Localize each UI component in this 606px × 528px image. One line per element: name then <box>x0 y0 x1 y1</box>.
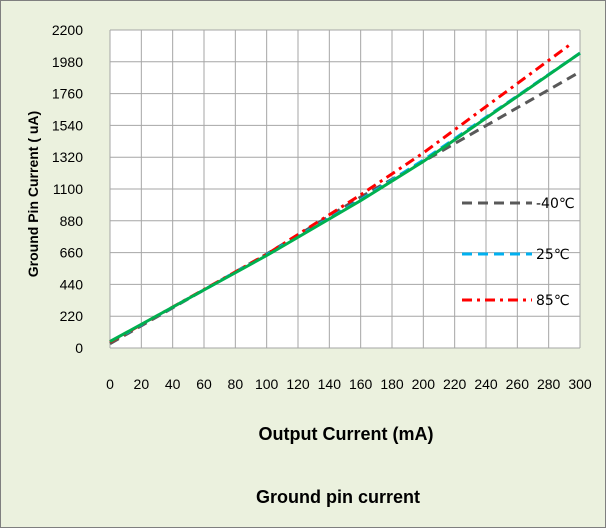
legend-label: -40℃ <box>536 196 575 212</box>
chart-title: Ground pin current <box>256 487 420 507</box>
x-tick-label: 280 <box>537 376 561 392</box>
y-tick-label: 2200 <box>52 22 83 38</box>
x-tick-label: 120 <box>286 376 310 392</box>
y-tick-label: 660 <box>60 245 84 261</box>
x-tick-label: 180 <box>380 376 404 392</box>
x-tick-label: 100 <box>255 376 279 392</box>
x-tick-label: 20 <box>134 376 150 392</box>
legend-label: 85℃ <box>536 293 570 309</box>
y-tick-labels: 0 220 440 660 880 1100 1320 1540 1760 1980 2200 <box>52 22 83 356</box>
y-tick-label: 0 <box>75 340 83 356</box>
x-tick-label: 80 <box>228 376 244 392</box>
y-tick-label: 1100 <box>53 181 83 197</box>
x-tick-label: 160 <box>349 376 373 392</box>
x-tick-label: 300 <box>568 376 592 392</box>
x-tick-label: 260 <box>506 376 530 392</box>
x-tick-label: 60 <box>196 376 212 392</box>
y-tick-label: 220 <box>60 308 84 324</box>
legend-label: 25℃ <box>536 247 570 263</box>
y-tick-label: 1540 <box>52 117 83 133</box>
x-tick-label: 140 <box>318 376 342 392</box>
x-axis-title: Output Current (mA) <box>259 424 434 444</box>
legend: -40℃ 25℃ 85℃ <box>462 196 575 309</box>
y-tick-label: 1980 <box>52 54 83 70</box>
y-tick-label: 1760 <box>52 86 83 102</box>
x-tick-label: 200 <box>412 376 436 392</box>
x-tick-label: 240 <box>474 376 498 392</box>
series-lines <box>109 41 581 346</box>
y-tick-label: 440 <box>60 276 84 292</box>
x-tick-label: 220 <box>443 376 467 392</box>
x-tick-label: 40 <box>165 376 181 392</box>
y-tick-label: 1320 <box>52 149 83 165</box>
series-line <box>109 51 581 343</box>
x-tick-labels: 0 20 40 60 80 100 120 140 160 180 200 220 240 260 280 3… <box>106 376 592 392</box>
y-axis-title: Ground Pin Current ( uA) <box>25 111 41 277</box>
grid <box>109 29 581 349</box>
x-tick-label: 0 <box>106 376 114 392</box>
y-tick-label: 880 <box>60 213 84 229</box>
